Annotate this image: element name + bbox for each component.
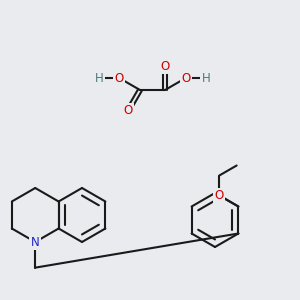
Text: O: O [123,104,133,117]
Text: O: O [160,59,169,73]
Text: O: O [215,189,224,202]
Text: H: H [201,71,210,85]
Text: N: N [31,236,40,248]
Text: H: H [95,71,103,85]
Text: O: O [181,71,190,85]
Text: O: O [115,71,124,85]
